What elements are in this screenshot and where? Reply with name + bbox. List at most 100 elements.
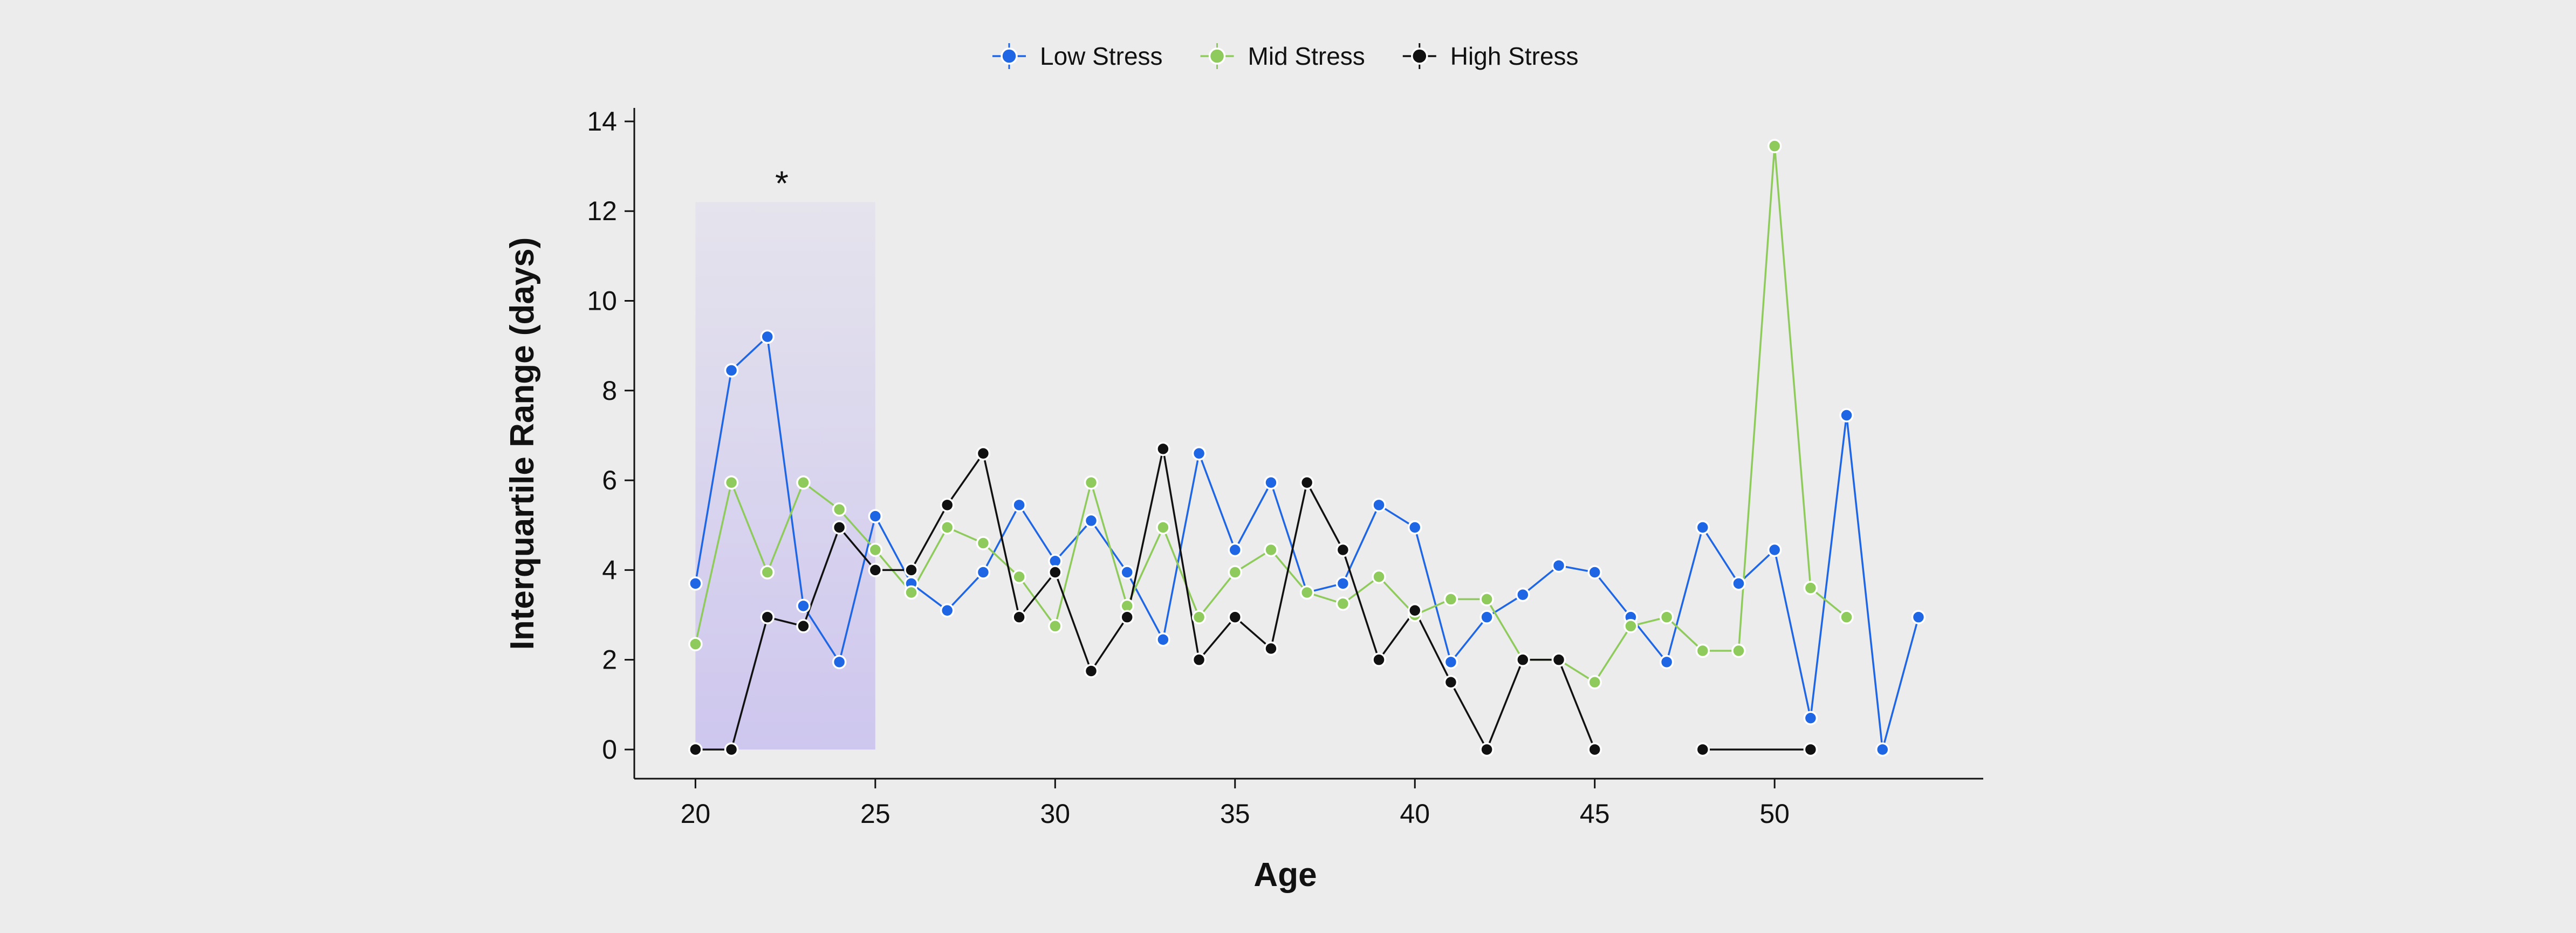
- data-point-low-stress: [1516, 587, 1530, 602]
- data-point-high-stress: [1191, 652, 1207, 667]
- series-lines: [694, 145, 1920, 751]
- data-point-high-stress: [1695, 742, 1710, 757]
- data-point-low-stress: [868, 509, 883, 523]
- data-point-mid-stress: [1695, 643, 1710, 658]
- data-point-high-stress: [868, 563, 883, 577]
- data-point-high-stress: [1551, 652, 1566, 667]
- y-tick-label: 12: [587, 196, 617, 226]
- data-point-high-stress: [1443, 675, 1458, 690]
- data-point-mid-stress: [1803, 581, 1818, 595]
- data-point-high-stress: [796, 619, 811, 634]
- data-point-high-stress: [1299, 475, 1314, 490]
- legend: Low Stress Mid Stress High Stress: [992, 42, 1579, 70]
- y-tick-label: 4: [602, 555, 617, 585]
- data-point-mid-stress: [1084, 475, 1099, 490]
- data-point-high-stress: [1264, 641, 1278, 656]
- x-tick-label: 25: [860, 799, 890, 829]
- data-point-mid-stress: [1299, 585, 1314, 600]
- legend-item-mid-stress: Mid Stress: [1200, 42, 1365, 70]
- data-point-high-stress: [976, 446, 991, 461]
- data-point-mid-stress: [1048, 619, 1063, 634]
- data-point-mid-stress: [688, 637, 703, 651]
- data-point-low-stress: [688, 576, 703, 591]
- legend-marker: [1208, 47, 1226, 65]
- legend-item-low-stress: Low Stress: [992, 42, 1163, 70]
- data-point-mid-stress: [1191, 610, 1207, 624]
- data-point-mid-stress: [1335, 596, 1351, 611]
- x-tick-label: 30: [1040, 799, 1070, 829]
- data-point-low-stress: [1443, 655, 1458, 670]
- data-point-high-stress: [832, 520, 847, 535]
- axes: [633, 108, 1983, 780]
- series-points: [688, 139, 1926, 757]
- data-point-mid-stress: [760, 565, 775, 580]
- series-line-high-stress: [695, 448, 1596, 751]
- data-point-mid-stress: [1443, 592, 1458, 607]
- significance-marker: *: [775, 164, 789, 202]
- data-point-mid-stress: [1012, 569, 1026, 584]
- data-point-low-stress: [1084, 513, 1099, 528]
- y-tick-label: 14: [587, 106, 617, 137]
- data-point-low-stress: [1839, 408, 1854, 423]
- data-point-mid-stress: [1623, 619, 1638, 634]
- legend-marker: [1001, 47, 1018, 65]
- y-axis-title: Interquartile Range (days): [504, 237, 541, 650]
- data-point-low-stress: [1551, 558, 1566, 573]
- data-point-low-stress: [796, 598, 811, 614]
- data-point-mid-stress: [904, 585, 919, 600]
- data-point-low-stress: [1407, 520, 1422, 535]
- data-point-mid-stress: [1659, 610, 1674, 624]
- data-point-low-stress: [1335, 576, 1351, 591]
- x-axis-title: Age: [1253, 856, 1317, 894]
- data-point-high-stress: [1120, 610, 1134, 624]
- data-point-low-stress: [940, 603, 955, 618]
- data-point-mid-stress: [976, 536, 991, 550]
- legend-item-high-stress: High Stress: [1402, 42, 1579, 70]
- data-point-low-stress: [1479, 610, 1494, 624]
- data-point-mid-stress: [1372, 569, 1386, 584]
- legend-label: Low Stress: [1040, 42, 1163, 70]
- data-point-high-stress: [1803, 742, 1818, 757]
- y-tick-label: 6: [602, 465, 617, 495]
- data-point-high-stress: [1372, 652, 1386, 667]
- y-tick-label: 10: [587, 286, 617, 316]
- data-point-mid-stress: [1264, 542, 1278, 557]
- data-point-low-stress: [1012, 498, 1026, 513]
- data-point-high-stress: [1048, 565, 1063, 580]
- y-tick-label: 8: [602, 376, 617, 406]
- y-tick-label: 2: [602, 645, 617, 675]
- data-point-high-stress: [940, 498, 955, 513]
- data-point-mid-stress: [940, 520, 955, 535]
- data-point-low-stress: [1911, 610, 1926, 624]
- data-point-low-stress: [976, 565, 991, 580]
- data-point-low-stress: [760, 329, 775, 344]
- legend-label: Mid Stress: [1248, 42, 1365, 70]
- data-point-high-stress: [1084, 664, 1099, 678]
- ticks: 20 25 30 35 40 45 50 0 2 4 6 8 10 12 14: [587, 106, 1790, 829]
- data-point-high-stress: [1516, 652, 1530, 667]
- data-point-low-stress: [1156, 632, 1170, 647]
- data-point-mid-stress: [1731, 643, 1746, 658]
- data-point-low-stress: [1803, 711, 1818, 726]
- x-tick-label: 45: [1580, 799, 1610, 829]
- data-point-mid-stress: [1156, 520, 1170, 535]
- data-point-high-stress: [1479, 742, 1494, 757]
- data-point-high-stress: [1407, 603, 1422, 618]
- data-point-low-stress: [1695, 520, 1710, 535]
- data-point-high-stress: [724, 742, 739, 757]
- data-point-mid-stress: [1228, 565, 1243, 580]
- x-tick-label: 40: [1400, 799, 1430, 829]
- data-point-mid-stress: [724, 475, 739, 490]
- data-point-low-stress: [1587, 565, 1602, 580]
- x-tick-label: 20: [681, 799, 711, 829]
- data-point-high-stress: [1335, 542, 1351, 557]
- legend-marker: [1411, 47, 1428, 65]
- data-point-low-stress: [1191, 446, 1207, 461]
- data-point-mid-stress: [1839, 610, 1854, 624]
- data-point-mid-stress: [1479, 592, 1494, 607]
- data-point-mid-stress: [1767, 139, 1782, 153]
- data-point-high-stress: [1156, 441, 1170, 457]
- data-point-low-stress: [832, 655, 847, 670]
- data-point-low-stress: [1264, 475, 1278, 490]
